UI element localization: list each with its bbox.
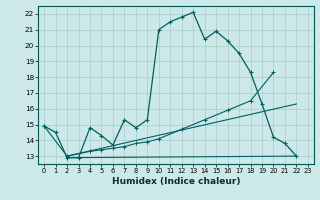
X-axis label: Humidex (Indice chaleur): Humidex (Indice chaleur)	[112, 177, 240, 186]
